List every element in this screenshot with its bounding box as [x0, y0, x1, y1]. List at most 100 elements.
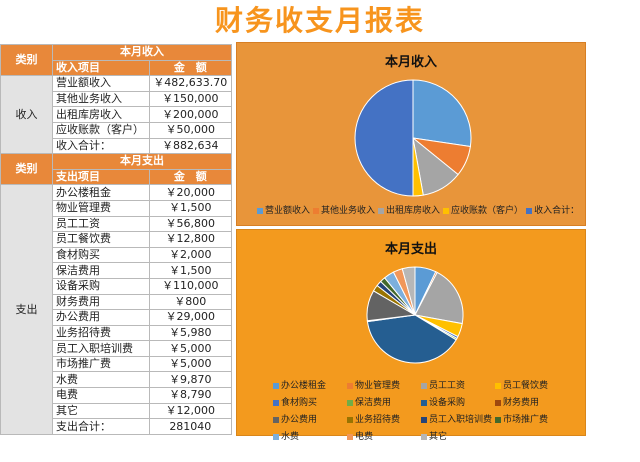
expense-legend-swatch — [347, 416, 353, 423]
expense-legend-swatch — [347, 433, 353, 440]
expense-item-amount: ￥5,000 — [148, 355, 233, 373]
income-category-label: 收入 — [0, 75, 53, 155]
income-amount-column-header: 金 额 — [148, 59, 233, 77]
income-legend-swatch — [526, 207, 533, 214]
report-table: 类别 本月收入 收入项目金 额收入 营业额收入 ￥482,633.70 其他业务收入 ￥15… — [0, 43, 233, 435]
expense-legend-label: 业务招待费 — [355, 415, 401, 425]
expense-legend-item: 办公楼租金 — [273, 378, 347, 392]
category-column-header: 类别 — [0, 153, 53, 186]
expense-legend-item: 员工工资 — [421, 378, 495, 392]
table-row: 食材购买 ￥2,000 — [1, 246, 233, 264]
expense-legend-label: 设备采购 — [429, 398, 466, 408]
table-row: 物业管理费 ￥1,500 — [1, 199, 233, 217]
expense-item-amount: ￥1,500 — [148, 262, 233, 279]
expense-legend-swatch — [421, 416, 427, 423]
table-row: 其他业务收入 ￥150,000 — [1, 90, 233, 108]
income-legend-swatch — [313, 207, 320, 214]
income-item-column-header: 收入项目 — [52, 59, 150, 77]
expense-legend-swatch — [273, 399, 279, 406]
expense-legend-item: 设备采购 — [421, 395, 495, 409]
expense-item-name: 保洁费用 — [52, 262, 150, 279]
expense-legend-label: 员工餐饮费 — [503, 381, 549, 391]
income-legend-label: 其他业务收入 — [321, 206, 376, 216]
income-item-name: 出租库房收入 — [52, 106, 150, 123]
expense-legend-item: 食材购买 — [273, 395, 347, 409]
expense-pie-slice-6 — [366, 314, 457, 364]
expense-item-name: 办公费用 — [52, 309, 150, 326]
expense-legend-swatch — [273, 433, 279, 440]
expense-pie-slice-14 — [401, 266, 416, 316]
expense-item-name: 设备采购 — [52, 277, 150, 295]
expense-legend-item: 水费 — [273, 429, 347, 443]
expense-item-amount: ￥5,980 — [148, 324, 233, 342]
expense-item-amount: ￥56,800 — [148, 215, 233, 233]
expense-item-name: 市场推广费 — [52, 355, 150, 373]
report-title: 财务收支月报表 — [214, 4, 425, 37]
expense-legend-item: 其它 — [421, 429, 495, 443]
income-item-name: 营业额收入 — [52, 75, 150, 92]
income-header-row: 类别 本月收入 — [0, 43, 232, 77]
expense-legend-swatch — [421, 382, 427, 389]
expense-category-label: 支出 — [0, 184, 53, 435]
expense-header-row: 类别 本月支出 — [0, 153, 232, 186]
table-row: 收入 营业额收入 ￥482,633.70 — [0, 75, 233, 155]
income-pie-chart — [354, 79, 472, 197]
income-total-amount: ￥882,634 — [148, 137, 233, 155]
expense-section-header: 本月支出 — [52, 153, 232, 170]
table-row: 财务费用 ￥800 — [1, 293, 233, 311]
expense-legend-item: 员工餐饮费 — [495, 378, 569, 392]
expense-legend-item: 财务费用 — [495, 395, 569, 409]
expense-item-name: 食材购买 — [52, 246, 150, 264]
expense-legend-label: 员工入职培训费 — [429, 415, 493, 425]
expense-item-column-header: 支出项目 — [52, 168, 150, 186]
expense-legend-item: 物业管理费 — [347, 378, 421, 392]
expense-legend-swatch — [495, 382, 501, 389]
expense-legend-item: 业务招待费 — [347, 412, 421, 426]
income-chart-legend: 营业额收入 其他业务收入 出租库房收入 应收账款（客户） 收入合计： — [257, 203, 579, 216]
expense-legend-label: 财务费用 — [503, 398, 540, 408]
expense-legend-label: 物业管理费 — [355, 381, 401, 391]
table-row: 水费 ￥9,870 — [1, 371, 233, 389]
income-item-amount: ￥150,000 — [148, 90, 233, 108]
income-item-amount: ￥200,000 — [148, 106, 233, 123]
table-row: 设备采购 ￥110,000 — [1, 277, 233, 295]
expense-legend-swatch — [273, 382, 279, 389]
expense-item-name: 物业管理费 — [52, 199, 150, 217]
expense-legend-label: 保洁费用 — [355, 398, 392, 408]
expense-amount-column-header: 金 额 — [148, 168, 233, 186]
expense-legend-label: 食材购买 — [281, 398, 318, 408]
expense-item-amount: ￥800 — [148, 293, 233, 311]
table-row: 支出 办公楼租金 ￥20,000 — [0, 184, 233, 435]
income-legend-item: 收入合计： — [526, 203, 579, 216]
expense-item-name: 财务费用 — [52, 293, 150, 311]
expense-legend-label: 办公楼租金 — [281, 381, 327, 391]
expense-item-name: 水费 — [52, 371, 150, 389]
expense-item-amount: ￥110,000 — [148, 277, 233, 295]
expense-column-header-row: 支出项目金 额 — [1, 168, 233, 186]
expense-legend-label: 办公费用 — [281, 415, 318, 425]
expense-legend-label: 其它 — [429, 432, 448, 442]
income-total-row: 收入合计： ￥882,634 — [1, 137, 233, 155]
table-row: 其它 ￥12,000 — [1, 402, 233, 420]
expense-legend-swatch — [495, 416, 501, 423]
expense-legend-swatch — [421, 399, 427, 406]
expense-item-name: 办公楼租金 — [52, 184, 150, 201]
income-item-amount: ￥50,000 — [148, 121, 233, 139]
expense-item-amount: ￥1,500 — [148, 199, 233, 217]
category-column-header: 类别 — [0, 43, 53, 77]
expense-legend-item: 电费 — [347, 429, 421, 443]
expense-chart-panel: 本月支出 办公楼租金 物业管理费 员工工资 员工餐饮费食材购买 保洁费用 设备采购 财务费用… — [236, 229, 586, 442]
income-total-label: 收入合计： — [52, 137, 150, 155]
expense-item-name: 员工入职培训费 — [52, 340, 150, 357]
income-chart-title: 本月收入 — [384, 55, 437, 70]
expense-legend-label: 水费 — [281, 432, 300, 442]
expense-legend-item: 市场推广费 — [495, 412, 569, 426]
income-legend-item: 应收账款（客户） — [443, 203, 523, 216]
expense-item-amount: ￥12,000 — [148, 402, 233, 420]
table-row: 出租库房收入 ￥200,000 — [1, 106, 233, 123]
income-legend-swatch — [443, 207, 450, 214]
expense-chart-title: 本月支出 — [384, 242, 437, 257]
expense-pie-chart — [366, 266, 464, 364]
expense-total-label: 支出合计： — [52, 418, 150, 435]
expense-item-name: 电费 — [52, 387, 150, 404]
